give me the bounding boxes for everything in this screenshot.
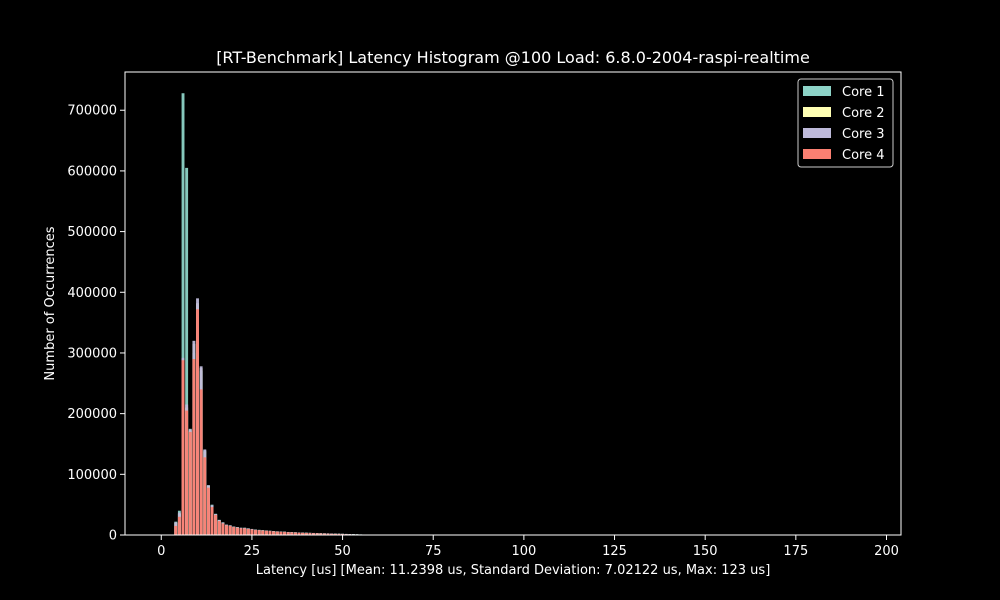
- y-tick-label: 700000: [67, 104, 117, 119]
- y-tick-label: 500000: [67, 225, 117, 240]
- bar: [333, 533, 337, 535]
- bar: [206, 487, 210, 535]
- bar: [246, 528, 250, 535]
- bar: [261, 530, 265, 535]
- bar: [239, 528, 243, 535]
- bar: [312, 533, 316, 535]
- y-axis-label: Number of Occurrences: [43, 226, 58, 380]
- bar: [293, 532, 297, 535]
- legend-swatch: [803, 128, 831, 138]
- y-tick-label: 300000: [67, 346, 117, 361]
- x-tick-label: 75: [425, 544, 442, 559]
- bar: [275, 531, 279, 535]
- bar: [225, 525, 228, 535]
- bar: [286, 532, 290, 535]
- bar: [210, 507, 214, 535]
- bar: [279, 531, 283, 535]
- bar: [319, 533, 323, 535]
- bar: [214, 514, 218, 535]
- bar: [181, 93, 185, 536]
- series-core-4: [174, 309, 363, 535]
- bar: [268, 531, 272, 535]
- bar: [315, 533, 319, 535]
- x-tick-label: 175: [783, 544, 808, 559]
- x-tick-label: 100: [511, 544, 536, 559]
- bar: [196, 309, 199, 535]
- legend-label: Core 1: [842, 85, 885, 100]
- bar: [290, 532, 294, 535]
- bar: [217, 521, 221, 535]
- bar: [326, 533, 330, 535]
- legend-box: [797, 78, 894, 168]
- bar: [177, 516, 181, 535]
- y-tick-label: 100000: [67, 468, 117, 483]
- bar: [192, 359, 196, 535]
- bar: [250, 529, 254, 535]
- bar: [272, 531, 276, 535]
- bar: [257, 530, 261, 535]
- bar: [301, 532, 305, 535]
- legend-label: Core 3: [842, 127, 885, 142]
- y-tick-label: 400000: [67, 286, 117, 301]
- y-tick-label: 600000: [67, 164, 117, 179]
- bar: [322, 533, 326, 535]
- legend-swatch: [803, 86, 831, 96]
- bars-layer: [174, 93, 363, 536]
- bar: [221, 523, 225, 535]
- bar: [243, 528, 247, 535]
- bar: [232, 527, 236, 535]
- x-axis: 0 25 50 75 100 125 150 175 200: [157, 535, 899, 559]
- bar: [283, 532, 286, 535]
- bar: [203, 457, 207, 535]
- legend-swatch: [803, 149, 831, 159]
- x-tick-label: 200: [874, 544, 899, 559]
- x-tick-label: 125: [602, 544, 627, 559]
- bar: [181, 360, 185, 535]
- bar: [185, 410, 189, 535]
- bar: [308, 533, 312, 535]
- bar: [235, 527, 239, 535]
- bar: [264, 530, 268, 535]
- x-tick-label: 25: [244, 544, 261, 559]
- legend-swatch: [803, 107, 831, 117]
- legend-label: Core 2: [842, 106, 885, 121]
- x-tick-label: 0: [157, 544, 165, 559]
- y-tick-label: 0: [109, 529, 117, 544]
- bar: [174, 525, 178, 535]
- x-axis-label: Latency [us] [Mean: 11.2398 us, Standard…: [256, 563, 771, 578]
- x-tick-label: 150: [693, 544, 718, 559]
- bar: [254, 530, 257, 535]
- legend-label: Core 4: [842, 148, 885, 163]
- bar: [188, 431, 192, 535]
- y-tick-label: 200000: [67, 407, 117, 422]
- y-axis: 0 100000 200000 300000 400000 500000 600000 700…: [67, 104, 125, 544]
- legend: Core 1 Core 2 Core 3 Core 4: [797, 78, 894, 168]
- bar: [228, 525, 232, 535]
- bar: [185, 167, 189, 535]
- x-tick-label: 50: [334, 544, 351, 559]
- chart-title: [RT-Benchmark] Latency Histogram @100 Lo…: [216, 48, 810, 67]
- bar: [304, 533, 308, 535]
- plot-frame: [124, 71, 902, 536]
- bar: [330, 533, 334, 535]
- bar: [297, 532, 301, 535]
- bar: [199, 389, 203, 535]
